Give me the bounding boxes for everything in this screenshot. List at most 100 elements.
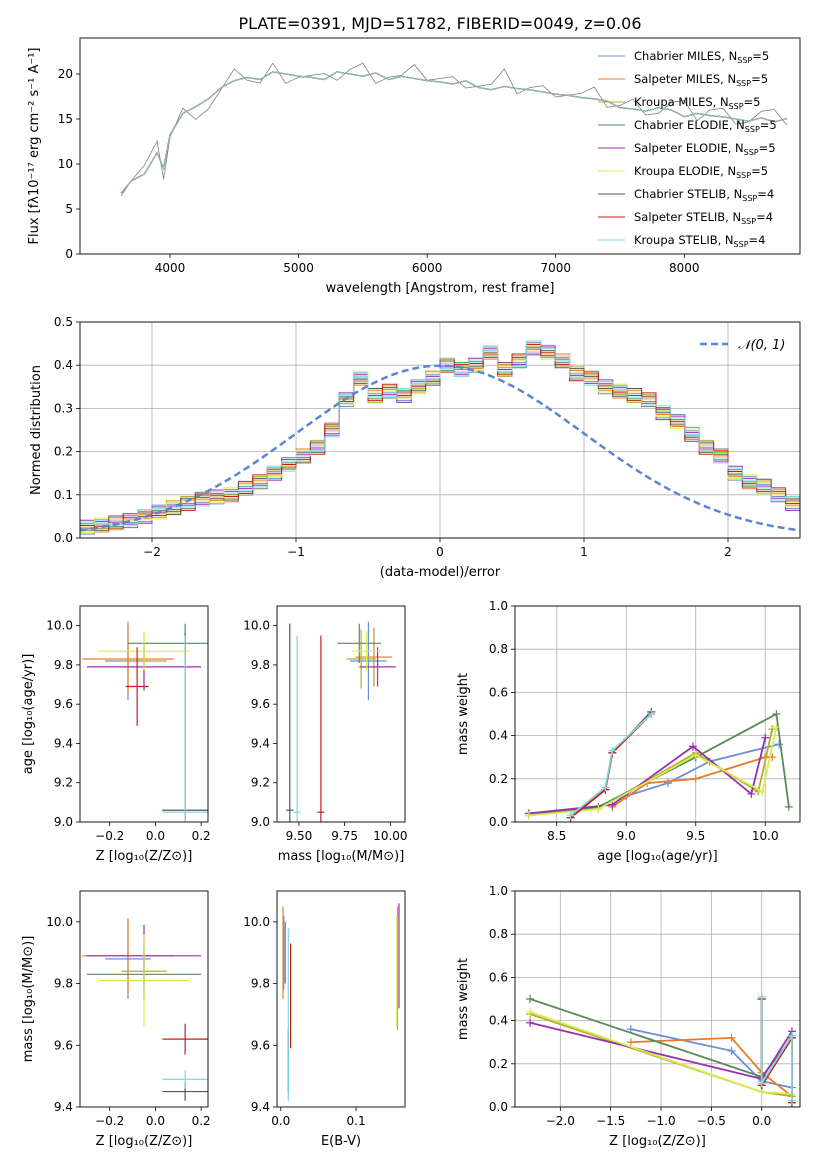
x-tick-label: 9.50 <box>286 829 313 843</box>
panel-massweight-vs-age: 8.5 9.0 9.5 10.0 0.0 0.2 0.4 0.6 0.8 1.0 age [log₁… <box>456 599 801 864</box>
x-tick-label: 4000 <box>155 261 186 275</box>
x-tick-label: 10.00 <box>373 829 407 843</box>
series-marker-chabrier-elodie <box>784 802 793 811</box>
y-tick-label: 10.0 <box>46 915 73 929</box>
legend-label-kroupa-stelib: Kroupa STELIB, NSSP=4 <box>634 233 765 249</box>
x-axis-label: age [log₁₀(age/yr)] <box>597 849 718 864</box>
plot-frame <box>276 890 406 1108</box>
y-tick-label: 0.0 <box>489 1100 508 1114</box>
plot-frame <box>79 321 801 539</box>
y-tick-label: 9.0 <box>54 815 73 829</box>
series-marker-chabrier-elodie <box>772 710 781 718</box>
figure-title: PLATE=0391, MJD=51782, FIBERID=0049, z=0… <box>238 14 641 33</box>
plot-frame <box>514 605 801 823</box>
x-tick-label: −0.2 <box>95 829 124 843</box>
x-axis-label: Z [log₁₀(Z/Z⊙)] <box>609 1134 706 1149</box>
series-marker-kroupa-stelib <box>787 1031 796 1040</box>
x-tick-label: 2 <box>724 545 732 559</box>
y-tick-label: 0.2 <box>489 772 508 786</box>
y-tick-label: 15 <box>58 112 73 126</box>
gaussian-line <box>80 364 800 532</box>
y-tick-label: 9.2 <box>54 776 73 790</box>
series-marker-kroupa-miles <box>768 725 777 734</box>
y-tick-label: 9.2 <box>251 776 270 790</box>
y-tick-label: 1.0 <box>489 599 508 613</box>
plot-area-age-vs-mass <box>286 621 396 822</box>
legend-label-kroupa-miles: Kroupa MILES, NSSP=5 <box>634 95 760 111</box>
legend-label-chabrier-miles: Chabrier MILES, NSSP=5 <box>634 49 769 65</box>
x-tick-label: −1.0 <box>646 1114 675 1128</box>
series-marker-kroupa-stelib <box>608 746 617 755</box>
x-tick-label: −1 <box>287 545 305 559</box>
y-tick-label: 9.4 <box>54 736 73 750</box>
x-tick-label: −1.5 <box>596 1114 625 1128</box>
x-axis-label: wavelength [Angstrom, rest frame] <box>326 281 555 296</box>
plot-area-mass-vs-EBV <box>282 903 400 1101</box>
y-tick-label: 9.4 <box>251 1100 270 1114</box>
plot-frame <box>79 890 209 1108</box>
y-tick-label: 9.4 <box>251 736 270 750</box>
x-axis-label: (data-model)/error <box>380 565 501 580</box>
y-axis-label: age [log₁₀(age/yr)] <box>21 654 36 775</box>
y-tick-label: 9.8 <box>54 977 73 991</box>
x-tick-label: 0.0 <box>146 1114 165 1128</box>
plot-area-residuals <box>80 340 800 538</box>
x-tick-label: 0 <box>436 545 444 559</box>
plot-frame <box>79 37 801 255</box>
legend-label-chabrier-elodie: Chabrier ELODIE, NSSP=5 <box>634 118 777 134</box>
x-tick-label: −0.2 <box>95 1114 124 1128</box>
x-tick-label: 5000 <box>283 261 314 275</box>
spectrum-data-line <box>120 62 788 197</box>
series-marker-kroupa-stelib <box>601 783 610 792</box>
x-tick-label: 9.0 <box>617 829 636 843</box>
legend-label-salpeter-stelib: Salpeter STELIB, NSSP=4 <box>634 210 773 226</box>
y-tick-label: 9.4 <box>54 1100 73 1114</box>
series-line-salpeter-elodie <box>528 737 767 815</box>
y-tick-label: 9.6 <box>54 697 73 711</box>
x-tick-label: 8000 <box>669 261 700 275</box>
y-tick-label: 0.0 <box>489 815 508 829</box>
plot-area-spectrum <box>120 62 788 197</box>
y-tick-label: 0.4 <box>54 358 73 372</box>
y-axis-label: mass [log₁₀(M/M⊙)] <box>21 936 36 1063</box>
series-marker-kroupa-elodie <box>594 805 603 814</box>
panel-age-vs-Z: −0.2 0.0 0.2 9.0 9.2 9.4 9.6 9.8 10.0 Z [log₁₀(Z/… <box>21 605 211 864</box>
series-marker-kroupa-stelib <box>757 992 766 1001</box>
series-line-chabrier-elodie <box>528 712 790 817</box>
x-tick-label: 0.2 <box>192 1114 211 1128</box>
series-marker-salpeter-miles <box>727 1033 736 1042</box>
x-tick-label: 0.2 <box>192 829 211 843</box>
series-marker-salpeter-elodie <box>526 1018 535 1027</box>
x-tick-label: 0.0 <box>752 1114 771 1128</box>
y-tick-label: 9.6 <box>251 697 270 711</box>
y-axis-label: mass weight <box>456 958 471 1040</box>
hist-salpeter-miles <box>80 349 800 538</box>
panel-residuals: −2 −1 0 1 2 0.0 0.1 0.2 0.3 0.4 0.5 (data-model)/er… <box>29 315 801 580</box>
y-axis-label: mass weight <box>456 673 471 755</box>
x-axis-label: Z [log₁₀(Z/Z⊙)] <box>96 1134 193 1149</box>
y-tick-label: 9.0 <box>251 815 270 829</box>
series-marker-salpeter-miles <box>691 774 700 783</box>
y-tick-label: 0.4 <box>489 729 508 743</box>
series-marker-kroupa-stelib <box>787 1096 796 1105</box>
x-axis-label: Z [log₁₀(Z/Z⊙)] <box>96 849 193 864</box>
series-marker-kroupa-stelib <box>566 811 575 820</box>
spectrum-model-kroupa-stelib <box>120 71 788 194</box>
y-tick-label: 9.8 <box>251 977 270 991</box>
x-tick-label: 9.75 <box>331 829 358 843</box>
x-tick-label: −2.0 <box>546 1114 575 1128</box>
panel-mass-vs-EBV: 0.0 0.1 9.4 9.6 9.8 10.0 E(B-V) <box>243 890 406 1149</box>
plot-area-massweight-vs-Z <box>526 992 796 1107</box>
series-line-chabrier-miles <box>625 743 780 797</box>
panel-spectrum: 4000 5000 6000 7000 8000 0 5 10 15 20 wavelength [… <box>27 37 801 296</box>
y-tick-label: 20 <box>58 67 73 81</box>
series-marker-salpeter-elodie <box>747 789 756 798</box>
series-marker-kroupa-elodie <box>772 722 781 731</box>
x-tick-label: 1 <box>580 545 588 559</box>
y-tick-label: 9.6 <box>251 1038 270 1052</box>
legend-label-kroupa-elodie: Kroupa ELODIE, NSSP=5 <box>634 164 768 180</box>
series-line-kroupa-stelib <box>760 996 793 1101</box>
series-marker-chabrier-miles <box>775 740 784 749</box>
series-line-kroupa-stelib <box>570 713 652 817</box>
y-tick-label: 0.0 <box>54 531 73 545</box>
